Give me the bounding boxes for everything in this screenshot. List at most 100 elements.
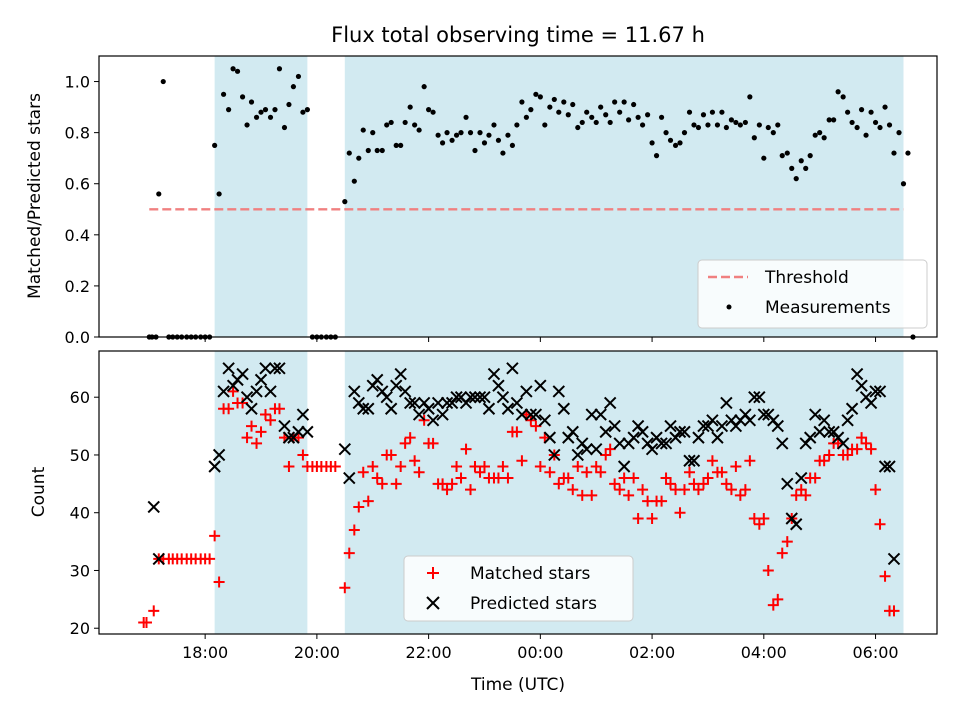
predicted-star-point <box>608 419 621 433</box>
matched-star-point <box>511 426 523 438</box>
measurement-point <box>886 122 893 128</box>
top-y-tick-label: 0.8 <box>65 124 90 143</box>
measurement-point <box>854 124 860 131</box>
matched-star-point <box>684 466 696 478</box>
measurement-point <box>244 122 250 128</box>
measurement-point <box>360 127 366 133</box>
matched-star-point <box>656 495 668 507</box>
top-y-axis-label: Matched/Predicted stars <box>25 93 45 299</box>
measurement-point <box>812 132 818 138</box>
measurement-point <box>784 150 790 156</box>
predicted-star-point <box>748 390 761 404</box>
predicted-star-point <box>398 385 412 398</box>
measurement-point <box>896 130 902 136</box>
predicted-star-point <box>599 425 612 439</box>
matched-star-point <box>730 461 742 473</box>
predicted-star-point <box>384 402 398 415</box>
matched-star-point <box>604 443 616 455</box>
top-y-ticks: 0.0 0.2 0.4 0.6 0.8 1.0 <box>65 73 99 347</box>
matched-star-point <box>474 466 486 478</box>
measurement-point <box>239 94 246 100</box>
matched-star-point <box>702 472 714 484</box>
matched-star-point <box>395 461 407 473</box>
measurement-point <box>453 132 460 138</box>
predicted-star-point <box>817 414 831 427</box>
measurement-point <box>346 150 352 156</box>
predicted-star-point <box>548 448 561 462</box>
predicted-star-point <box>627 431 640 444</box>
matched-star-point <box>628 472 640 484</box>
matched-star-point <box>781 536 793 548</box>
measurement-point <box>635 114 641 120</box>
predicted-star-point <box>515 408 529 421</box>
measurement-point <box>407 104 413 110</box>
matched-star-point <box>562 472 574 484</box>
predicted-star-point <box>594 408 607 421</box>
matched-star-point <box>809 472 821 484</box>
measurement-point <box>258 109 264 115</box>
matched-star-point <box>818 455 830 467</box>
matched-star-point <box>213 576 225 588</box>
measurement-point <box>281 124 288 131</box>
predicted-star-point <box>659 437 673 450</box>
measurement-point <box>467 130 474 136</box>
predicted-star-point <box>795 471 808 485</box>
predicted-star-point <box>436 408 449 421</box>
predicted-star-point <box>869 385 882 398</box>
predicted-star-point <box>264 385 277 398</box>
predicted-star-point <box>673 425 687 439</box>
measurement-point <box>807 153 813 159</box>
measurement-point <box>761 155 767 161</box>
measurement-point <box>803 165 809 171</box>
top-x-ticks <box>204 337 877 342</box>
matched-star-point <box>259 409 271 421</box>
measurement-point <box>672 142 679 149</box>
predicted-star-point <box>687 454 701 467</box>
predicted-star-point <box>440 396 454 410</box>
predicted-star-point <box>883 460 896 473</box>
shaded-interval <box>214 351 308 634</box>
legend-matched-label: Matched stars <box>470 564 590 584</box>
predicted-star-point <box>487 367 501 381</box>
measurement-point <box>519 99 525 105</box>
predicted-star-point <box>296 408 310 421</box>
predicted-star-point <box>776 437 789 450</box>
matched-star-point <box>865 443 877 455</box>
predicted-star-point <box>617 460 631 473</box>
measurement-point <box>905 150 911 156</box>
matched-star-point <box>758 512 770 524</box>
measurement-point <box>700 112 707 118</box>
predicted-star-point <box>412 408 426 421</box>
predicted-star-point <box>282 431 296 444</box>
bottom-x-ticks: 18:00 20:00 22:00 00:00 02:00 04:00 06:00 <box>182 634 899 662</box>
predicted-star-point <box>715 419 729 433</box>
predicted-star-point <box>845 402 859 415</box>
measurement-point <box>737 122 743 128</box>
predicted-star-point <box>836 437 850 450</box>
measurement-point <box>821 135 827 141</box>
matched-star-point <box>614 484 626 496</box>
matched-star-point <box>590 461 602 473</box>
predicted-star-point <box>292 425 305 439</box>
measurement-point <box>756 122 762 128</box>
measurement-point <box>831 117 837 123</box>
matched-star-point <box>241 432 253 444</box>
measurement-point <box>500 150 506 156</box>
measurement-point <box>286 101 292 108</box>
predicted-star-point <box>254 373 268 387</box>
matched-star-point <box>725 484 737 496</box>
matched-star-point <box>716 466 728 478</box>
measurement-point <box>495 137 502 143</box>
matched-star-point <box>362 495 374 507</box>
measurement-point <box>603 112 609 118</box>
predicted-star-point <box>278 419 291 433</box>
matched-star-point <box>497 461 509 473</box>
predicted-star-point <box>152 552 165 566</box>
predicted-star-point <box>408 396 421 410</box>
bottom-y-tick-label: 60 <box>70 388 90 407</box>
measurement-point <box>379 147 385 154</box>
predicted-star-point <box>855 379 868 392</box>
measurement-point <box>705 122 711 128</box>
top-legend-box <box>697 259 928 329</box>
matched-star-point <box>357 466 369 478</box>
